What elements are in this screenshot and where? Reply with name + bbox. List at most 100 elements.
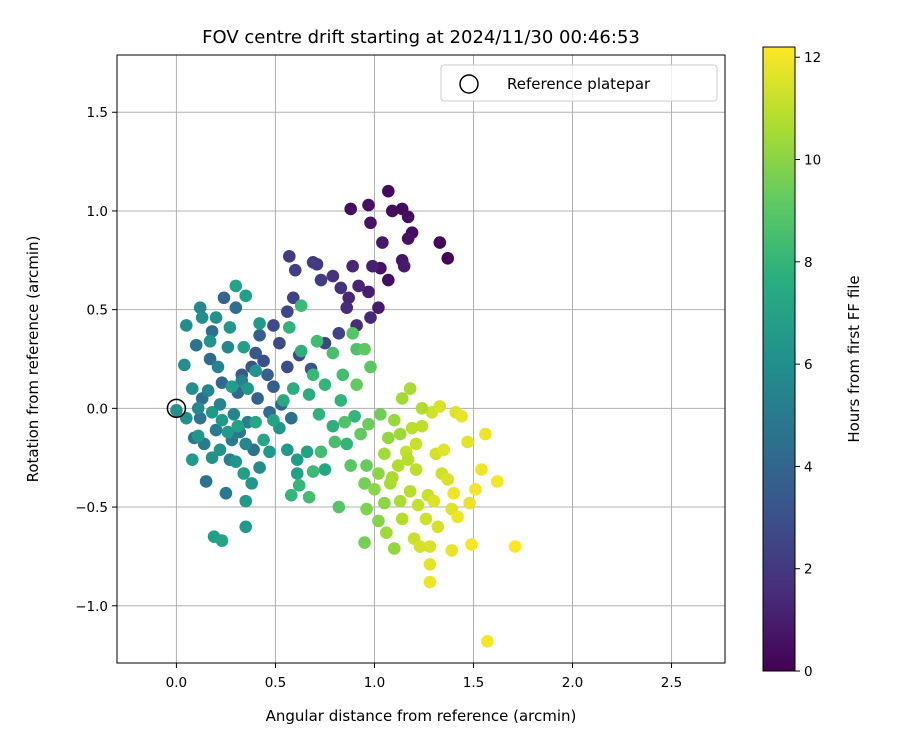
data-point [380,526,393,540]
chart-title: FOV centre drift starting at 2024/11/30 … [202,27,640,48]
data-point [360,459,373,472]
data-point [405,421,419,435]
data-point [253,461,266,474]
data-point [302,388,316,401]
data-point [237,467,251,480]
data-point [292,479,306,492]
data-point [253,329,266,342]
data-point [376,236,389,249]
colorbar-tick-label: 8 [804,255,813,271]
data-point [314,273,328,287]
data-point [437,443,451,457]
data-point [229,301,243,314]
y-tick-label: 0.0 [87,401,108,417]
data-point [282,321,296,334]
data-point [213,443,227,457]
data-point [409,437,423,451]
data-point [288,263,302,277]
colorbar-tick-label: 10 [804,153,821,169]
data-point [401,232,415,245]
data-point [178,358,191,372]
data-point [409,463,423,476]
data-point [267,319,280,332]
data-point [213,398,227,411]
data-point [340,437,354,451]
y-tick-label: 0.5 [87,303,108,319]
y-tick-label: 1.5 [87,105,108,121]
data-point [191,429,205,443]
data-point [282,250,296,263]
y-axis-ticks: −1.0 −0.5 0.0 0.5 1.0 1.5 [75,105,117,615]
data-point [257,433,270,447]
data-point [382,273,395,287]
data-point [263,445,276,459]
data-point [290,467,304,480]
data-point [481,634,494,648]
data-point [490,475,504,488]
data-point [364,311,377,324]
data-point [209,423,223,437]
data-point [170,404,183,417]
data-point [346,259,359,273]
data-point [306,465,320,478]
data-point [267,380,280,393]
data-point [451,510,464,524]
data-point [463,496,476,510]
data-point [217,291,231,305]
data-point [360,502,373,516]
data-point [385,204,399,218]
data-point [382,431,395,445]
data-point [211,360,225,374]
data-point [431,520,445,534]
data-point [253,317,266,330]
data-point [205,325,219,338]
data-point [395,512,409,526]
data-point [195,311,209,324]
data-point [465,538,478,551]
data-point [205,405,219,419]
data-point [318,463,332,476]
data-point [239,437,253,451]
data-point [257,354,270,368]
data-point [441,252,455,265]
data-point [395,392,409,405]
data-point [433,236,447,249]
data-point [332,327,346,340]
data-point [362,417,375,431]
colorbar-tick-label: 2 [804,562,813,578]
colorbar-label: Hours from first FF file [845,275,863,442]
data-point [225,380,239,393]
data-point [358,342,371,356]
data-point [294,299,308,313]
data-point [461,435,474,449]
data-point [249,364,262,378]
data-point [427,494,441,508]
data-point [193,411,207,425]
data-point [261,368,274,382]
data-point [358,477,371,490]
data-point [231,419,245,433]
data-point [326,419,340,433]
x-tick-label: 1.5 [463,675,484,691]
colorbar-tick-label: 12 [804,50,821,66]
data-point [338,415,352,429]
x-tick-label: 2.5 [661,675,682,691]
data-point [401,453,415,466]
data-point [372,514,385,528]
y-axis-label: Rotation from reference (arcmin) [24,236,42,483]
data-point [306,368,320,382]
data-point [251,392,264,405]
legend-marker-icon [459,74,479,94]
data-point [362,198,375,212]
data-point [249,415,262,429]
data-point [306,255,320,269]
data-point [397,259,411,273]
data-point [469,482,482,496]
data-point [334,394,348,407]
data-point [372,467,385,480]
data-point [286,382,300,395]
data-point [223,321,237,334]
data-point [239,494,253,508]
data-point [374,407,387,421]
